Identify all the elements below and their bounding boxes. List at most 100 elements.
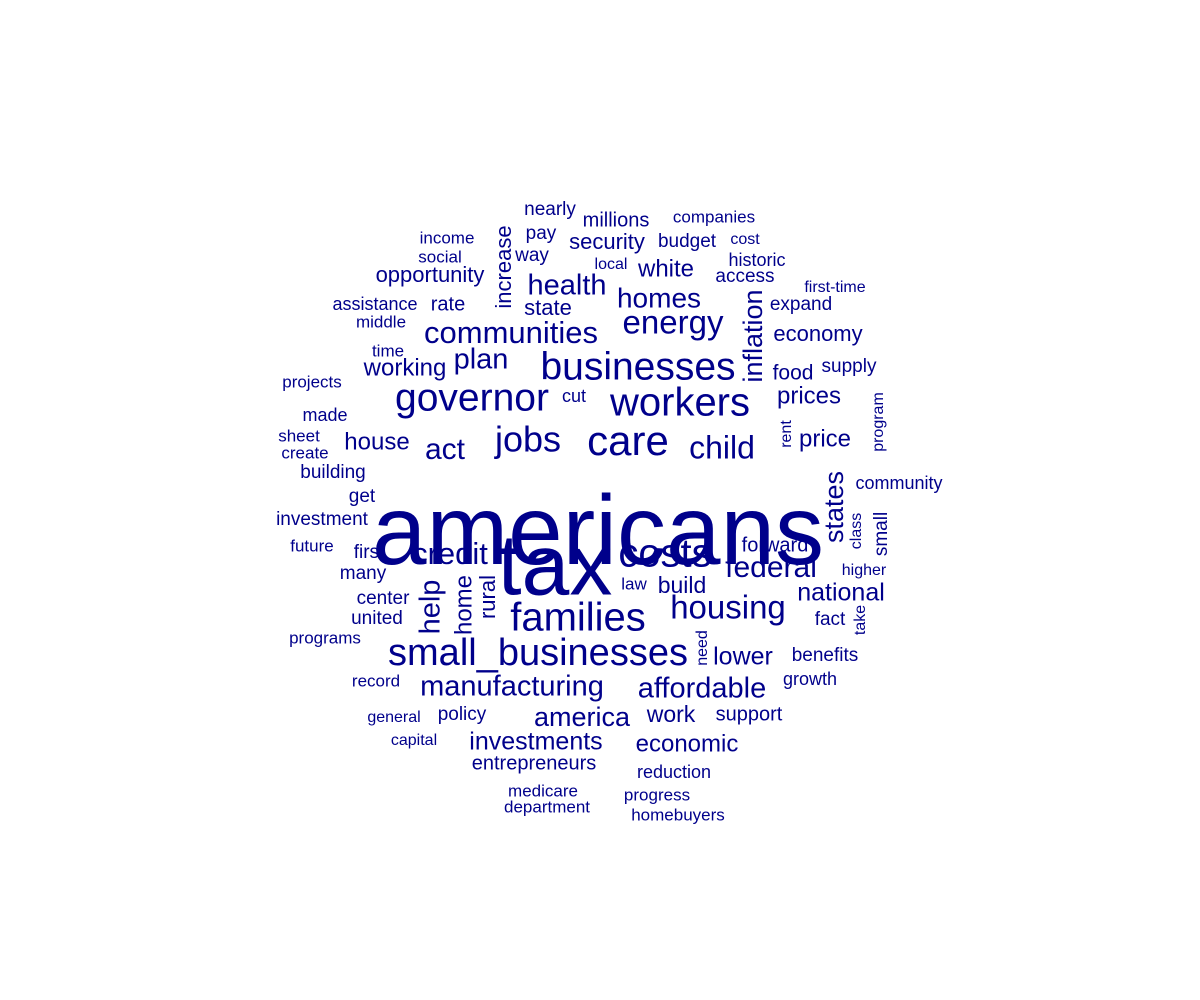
word-help: help — [415, 580, 447, 635]
word-assistance: assistance — [332, 294, 417, 314]
word-reduction: reduction — [637, 762, 711, 782]
word-entrepreneurs: entrepreneurs — [472, 752, 597, 774]
word-first: first — [354, 542, 385, 563]
word-rate: rate — [431, 293, 465, 315]
word-working: working — [363, 354, 447, 381]
word-energy: energy — [623, 304, 724, 341]
word-record: record — [352, 671, 400, 690]
word-center: center — [357, 588, 410, 609]
word-plan: plan — [454, 344, 509, 376]
word-manufacturing: manufacturing — [420, 671, 604, 703]
word-progress: progress — [624, 785, 690, 804]
word-general: general — [367, 709, 420, 726]
word-department: department — [504, 797, 590, 816]
word-housing: housing — [670, 589, 786, 626]
word-homebuyers: homebuyers — [631, 805, 725, 824]
word-credit: credit — [412, 536, 488, 571]
word-income: income — [420, 228, 475, 247]
word-jobs: jobs — [494, 419, 561, 460]
word-law: law — [621, 574, 647, 593]
word-businesses: businesses — [540, 345, 735, 388]
word-cost: cost — [730, 231, 760, 248]
word-policy: policy — [438, 704, 487, 725]
word-higher: higher — [842, 562, 887, 579]
word-cut: cut — [562, 386, 586, 406]
word-state: state — [524, 295, 572, 320]
word-increase: increase — [491, 225, 516, 308]
word-many: many — [340, 563, 387, 584]
word-investments: investments — [469, 728, 602, 756]
word-way: way — [514, 245, 549, 266]
word-first-time: first-time — [804, 279, 865, 296]
word-support: support — [716, 703, 783, 725]
word-home: home — [450, 575, 477, 635]
word-child: child — [689, 429, 755, 465]
word-governor: governor — [395, 376, 549, 419]
word-benefits: benefits — [792, 645, 859, 666]
word-rural: rural — [475, 575, 500, 619]
word-prices: prices — [777, 382, 841, 409]
word-sheet: sheet — [278, 426, 320, 445]
word-social: social — [418, 247, 461, 266]
word-fact: fact — [815, 609, 846, 630]
word-take: take — [852, 605, 869, 635]
word-pay: pay — [526, 223, 557, 244]
word-inflation: inflation — [738, 289, 768, 382]
word-house: house — [344, 428, 409, 455]
word-forward: forward — [742, 534, 809, 556]
word-economy: economy — [773, 321, 862, 346]
word-community: community — [855, 473, 942, 493]
word-budget: budget — [658, 231, 717, 252]
word-future: future — [290, 536, 333, 555]
word-get: get — [349, 486, 376, 507]
word-made: made — [302, 405, 347, 425]
word-costs: costs — [618, 532, 711, 576]
word-nearly: nearly — [524, 199, 576, 220]
word-families: families — [510, 596, 646, 640]
word-create: create — [281, 443, 328, 462]
word-historic: historic — [728, 250, 785, 270]
word-americans: americans — [372, 475, 824, 585]
word-economic: economic — [636, 730, 739, 757]
word-access: access — [715, 266, 774, 287]
word-affordable: affordable — [638, 673, 766, 705]
word-opportunity: opportunity — [376, 262, 485, 287]
word-small: small — [871, 512, 892, 556]
word-work: work — [646, 701, 696, 727]
word-states: states — [819, 471, 849, 543]
word-build: build — [658, 572, 707, 598]
word-lower: lower — [713, 643, 773, 671]
word-supply: supply — [822, 356, 877, 377]
word-tax: tax — [498, 518, 613, 614]
word-building: building — [300, 462, 366, 483]
word-small-businesses: small_businesses — [388, 632, 688, 674]
word-rent: rent — [778, 420, 795, 448]
word-local: local — [595, 256, 628, 273]
word-federal: federal — [725, 551, 817, 584]
word-class: class — [848, 513, 865, 549]
word-food: food — [773, 362, 814, 385]
word-program: program — [870, 392, 887, 452]
word-companies: companies — [673, 207, 755, 226]
word-act: act — [425, 433, 466, 466]
word-millions: millions — [583, 209, 650, 231]
word-middle: middle — [356, 312, 406, 331]
word-projects: projects — [282, 372, 342, 391]
word-investment: investment — [276, 509, 369, 530]
word-programs: programs — [289, 628, 361, 647]
word-communities: communities — [424, 315, 598, 350]
word-price: price — [799, 425, 851, 452]
word-time: time — [372, 341, 404, 360]
word-workers: workers — [609, 381, 750, 425]
word-white: white — [637, 255, 694, 282]
word-security: security — [569, 229, 645, 254]
word-expand: expand — [770, 294, 832, 315]
word-america: america — [534, 702, 631, 732]
word-national: national — [797, 579, 885, 607]
word-growth: growth — [783, 669, 837, 689]
word-care: care — [587, 417, 669, 464]
word-homes: homes — [617, 282, 701, 313]
word-capital: capital — [391, 732, 437, 749]
word-medicare: medicare — [508, 781, 578, 800]
